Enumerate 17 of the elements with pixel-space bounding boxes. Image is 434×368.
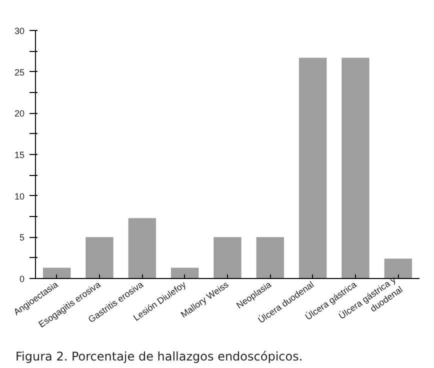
- y-tick-label: 5: [19, 232, 25, 243]
- y-tick-label: 10: [14, 191, 25, 202]
- bar: [42, 268, 71, 278]
- bar: [298, 58, 327, 278]
- y-tick-label: 15: [14, 150, 25, 160]
- text: Figura 2. Porcentaje de hallazgos endoscópicos.: [16, 350, 303, 364]
- y-tick-label: 0: [19, 274, 25, 284]
- y-tick-label: 30: [14, 26, 25, 36]
- bar: [86, 237, 114, 278]
- bar: [214, 237, 242, 278]
- bar: [256, 237, 284, 278]
- y-tick-label: 20: [14, 108, 25, 119]
- bar: [170, 268, 199, 278]
- bar: [384, 258, 412, 278]
- bar: [342, 58, 370, 278]
- y-tick-label: 25: [14, 67, 25, 78]
- bar: [128, 218, 156, 278]
